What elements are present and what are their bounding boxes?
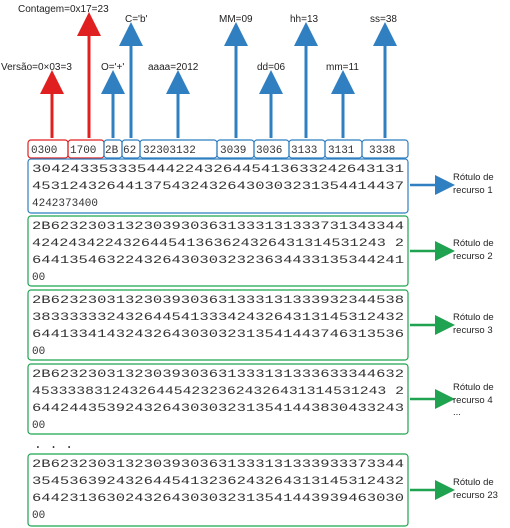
label-contagem: Contagem=0x17=23 bbox=[18, 4, 109, 15]
record-line: 4531243264413754324326430303231354414437 bbox=[32, 181, 404, 193]
record-label-line2: recurso 4 bbox=[453, 395, 493, 406]
record-line: 3545363924326445413236243264313145312432 bbox=[32, 476, 404, 488]
record-line: 424243422432644541363624326431314531243 … bbox=[32, 238, 404, 250]
label-ss: ss=38 bbox=[370, 14, 397, 25]
record-line: 00 bbox=[32, 346, 45, 358]
record-1: 304243353335444224326445413633242643131 … bbox=[27, 158, 494, 214]
record-box bbox=[27, 453, 409, 527]
label-versao: Versão=0×03=3 bbox=[1, 62, 72, 73]
record-4: 2B62323031323039303631333131333633344632… bbox=[27, 363, 494, 435]
record-line: 00 bbox=[32, 420, 45, 432]
record-label-line1: Rótulo de bbox=[453, 312, 494, 323]
cell-text-c: 62 bbox=[123, 145, 136, 157]
cell-text-dd: 3036 bbox=[256, 145, 282, 157]
record-label-line1: Rótulo de bbox=[453, 382, 494, 393]
record-label-line2: recurso 1 bbox=[453, 185, 493, 196]
record-box bbox=[27, 215, 409, 287]
record-box bbox=[27, 363, 409, 435]
record-line: 00 bbox=[32, 510, 45, 522]
cell-text-ss: 3338 bbox=[369, 145, 395, 157]
record-line: 6442443539243264303032313541443830433243 bbox=[32, 403, 404, 415]
cell-text-hh: 3133 bbox=[291, 145, 317, 157]
cell-text-contagem: 1700 bbox=[70, 145, 96, 157]
cell-text-mm-month: 3039 bbox=[220, 145, 246, 157]
record-line: 2B62323031323039303631333131333633344632 bbox=[32, 369, 404, 381]
record-label-line1: Rótulo de bbox=[453, 477, 494, 488]
header-cells: 0300 1700 2B 62 32303132 3039 3036 3133 … bbox=[27, 139, 409, 159]
ellipsis: . . . bbox=[34, 437, 73, 452]
label-mm-min: mm=11 bbox=[326, 62, 359, 73]
record-label-line2: recurso 23 bbox=[453, 490, 498, 501]
label-hh: hh=13 bbox=[290, 14, 319, 25]
cell-text-mm-min: 3131 bbox=[328, 145, 355, 157]
label-o: O='+' bbox=[101, 62, 124, 73]
record-line: 304243353335444224326445413633242643131 bbox=[32, 164, 405, 176]
record-2: 2B62323031323039303631333131333731343344… bbox=[27, 215, 494, 287]
record-label-extra: ... bbox=[453, 407, 461, 418]
record-label-line2: recurso 3 bbox=[453, 325, 493, 336]
record-line: 4242373400 bbox=[32, 198, 98, 210]
record-line: 6441354632243264303032323634433135344241 bbox=[32, 255, 405, 267]
cell-text-versao: 0300 bbox=[31, 145, 57, 157]
label-dd: dd=06 bbox=[257, 62, 286, 73]
record-3: 2B62323031323039303631333131333932344538… bbox=[27, 289, 494, 361]
record-line: 3833333324326445413334243264313145312432 bbox=[32, 312, 404, 324]
record-label-line1: Rótulo de bbox=[453, 172, 494, 183]
label-c: C='b' bbox=[125, 14, 148, 25]
record-line: 6442313630243264303032313541443939463030 bbox=[32, 493, 404, 505]
record-23: 2B62323031323039303631333131333933373344… bbox=[27, 453, 498, 527]
record-label-line2: recurso 2 bbox=[453, 251, 493, 262]
record-box bbox=[27, 158, 409, 214]
record-line: 6441334143243264303032313541443746313536 bbox=[32, 329, 404, 341]
record-line: 00 bbox=[32, 272, 45, 284]
cell-text-aaaa: 32303132 bbox=[143, 145, 196, 157]
label-mm-month: MM=09 bbox=[219, 14, 253, 25]
record-line: 2B62323031323039303631333131333731343344 bbox=[32, 221, 405, 233]
record-line: 2B62323031323039303631333131333932344538 bbox=[32, 295, 404, 307]
cell-box-ss bbox=[361, 139, 409, 159]
label-aaaa: aaaa=2012 bbox=[148, 62, 199, 73]
cell-text-o: 2B bbox=[105, 145, 119, 157]
record-box bbox=[27, 289, 409, 361]
record-line: 4533338312432644542323624326431314531243… bbox=[32, 386, 404, 398]
record-line: 2B62323031323039303631333131333933373344 bbox=[32, 459, 405, 471]
record-label-line1: Rótulo de bbox=[453, 238, 494, 249]
